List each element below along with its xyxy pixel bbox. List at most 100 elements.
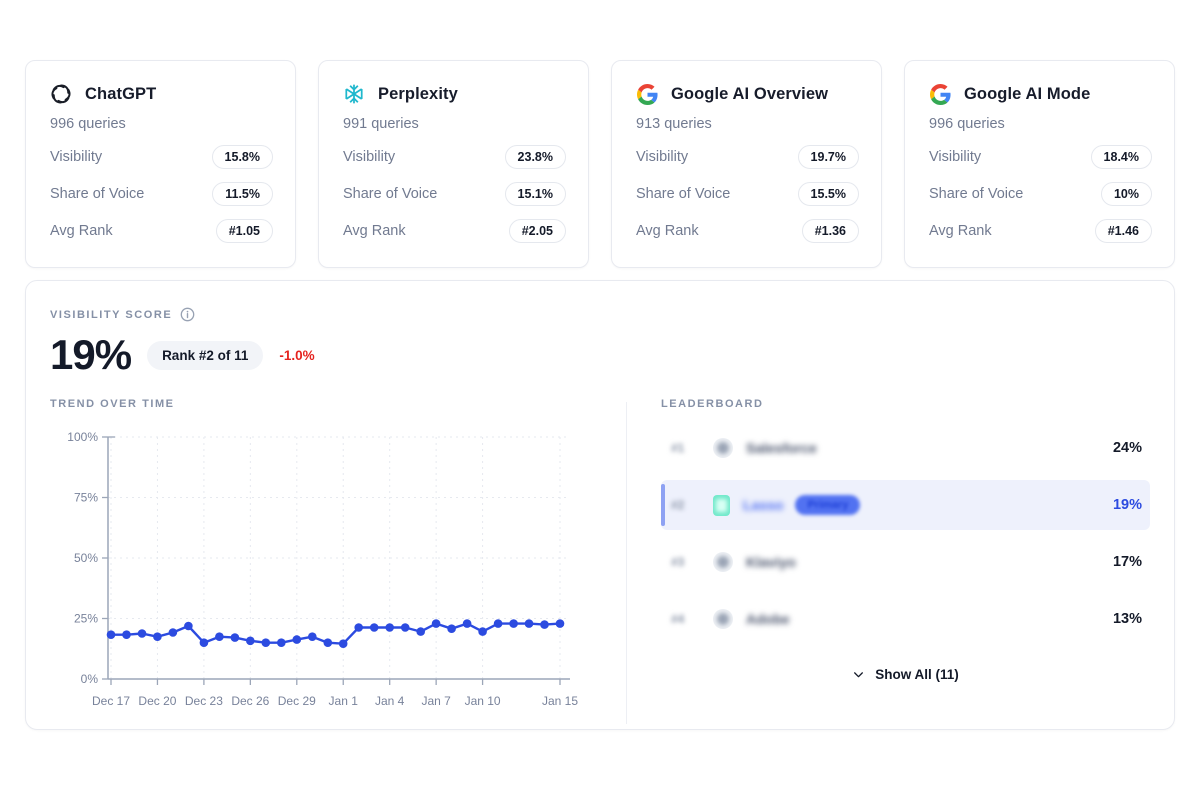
platform-card-perplexity: Perplexity 991 queries Visibility 23.8% Shar… — [318, 60, 589, 268]
score-delta-badge: -1.0% — [279, 347, 315, 363]
metric-value-pill: 19.7% — [797, 145, 859, 169]
metric-label: Visibility — [343, 149, 396, 165]
platform-card-google-ai-mode: Google AI Mode 996 queries Visibility 18.4%… — [904, 60, 1175, 268]
openai-logo-icon — [50, 83, 72, 105]
svg-text:Jan 1: Jan 1 — [329, 694, 359, 708]
metric-label: Avg Rank — [636, 223, 699, 239]
svg-text:Jan 4: Jan 4 — [375, 694, 405, 708]
metric-value-pill: #1.05 — [215, 219, 273, 243]
show-all-button[interactable]: Show All (11) — [852, 667, 959, 682]
metric-row-avg-rank: Avg Rank #2.05 — [343, 219, 566, 243]
svg-text:Jan 15: Jan 15 — [542, 694, 578, 708]
google-logo-icon — [929, 83, 951, 105]
metric-label: Visibility — [929, 149, 982, 165]
leaderboard-section: LEADERBOARD #1 Salesforce 24% #2 Lasso Primar… — [627, 398, 1150, 724]
platform-name: Google AI Mode — [964, 84, 1091, 103]
show-all-label: Show All (11) — [875, 667, 959, 682]
metric-label: Share of Voice — [343, 186, 438, 202]
metric-row-avg-rank: Avg Rank #1.05 — [50, 219, 273, 243]
metric-value-pill: 18.4% — [1090, 145, 1152, 169]
svg-text:Dec 17: Dec 17 — [92, 694, 130, 708]
metric-row-visibility: Visibility 19.7% — [636, 145, 859, 169]
metric-row-share-of-voice: Share of Voice 15.5% — [636, 182, 859, 206]
metric-row-share-of-voice: Share of Voice 15.1% — [343, 182, 566, 206]
rank-badge: Rank #2 of 11 — [147, 340, 264, 370]
leaderboard-row-2[interactable]: #2 Lasso Primary 19% — [661, 480, 1150, 530]
chevron-down-icon — [852, 668, 865, 681]
metric-value-pill: 15.1% — [504, 182, 566, 206]
svg-text:Dec 23: Dec 23 — [185, 694, 223, 708]
metric-value-pill: 11.5% — [212, 182, 273, 206]
svg-text:Dec 29: Dec 29 — [278, 694, 316, 708]
metric-value-pill: 23.8% — [504, 145, 566, 169]
metric-label: Share of Voice — [636, 186, 731, 202]
metric-label: Visibility — [636, 149, 689, 165]
visibility-score-label: VISIBILITY SCORE — [50, 308, 173, 321]
metric-label: Avg Rank — [343, 223, 406, 239]
company-name-blurred: Lasso — [743, 497, 784, 513]
company-name-blurred: Salesforce — [746, 440, 817, 456]
perplexity-logo-icon — [343, 83, 365, 105]
svg-text:50%: 50% — [74, 551, 98, 565]
platform-card-header: ChatGPT — [50, 83, 273, 105]
visibility-percent: 19% — [1112, 497, 1142, 513]
avatar-logo-blurred — [717, 442, 729, 454]
avatar-logo-blurred — [717, 613, 729, 625]
avatar-logo-blurred — [716, 498, 727, 512]
platform-card-google-ai-overview: Google AI Overview 913 queries Visibility 1… — [611, 60, 882, 268]
leaderboard-rows: #1 Salesforce 24% #2 Lasso Primary 19% #3 Klaviy… — [661, 425, 1150, 653]
metric-row-avg-rank: Avg Rank #1.46 — [929, 219, 1152, 243]
leaderboard-row-3[interactable]: #3 Klaviyo 17% — [661, 539, 1150, 585]
metric-row-visibility: Visibility 15.8% — [50, 145, 273, 169]
panel-columns: TREND OVER TIME 0% 25% 50% 75% 100% Dec 17 Dec… — [50, 398, 1150, 724]
leaderboard-row-4[interactable]: #4 Adobe 13% — [661, 596, 1150, 642]
query-count: 913 queries — [636, 116, 712, 132]
metric-value-pill: 10% — [1100, 182, 1152, 206]
leaderboard-label: LEADERBOARD — [661, 398, 764, 410]
visibility-percent: 24% — [1112, 440, 1142, 456]
svg-text:0%: 0% — [81, 672, 99, 686]
metric-label: Visibility — [50, 149, 103, 165]
company-avatar-blurred — [713, 438, 733, 458]
metric-row-visibility: Visibility 23.8% — [343, 145, 566, 169]
visibility-score-value: 19% — [50, 331, 132, 378]
visibility-score-panel: VISIBILITY SCORE 19% Rank #2 of 11 -1.0%… — [25, 280, 1175, 730]
trend-line-chart[interactable]: 0% 25% 50% 75% 100% Dec 17 Dec 20 Dec 23 Dec 26 D… — [50, 423, 620, 724]
metric-label: Share of Voice — [50, 186, 145, 202]
section-divider — [626, 402, 627, 724]
svg-text:Jan 10: Jan 10 — [465, 694, 501, 708]
company-avatar-blurred — [713, 552, 733, 572]
platform-card-header: Google AI Overview — [636, 83, 859, 105]
visibility-percent: 17% — [1112, 554, 1142, 570]
score-row: 19% Rank #2 of 11 -1.0% — [50, 334, 1150, 376]
metric-value-pill: 15.5% — [797, 182, 859, 206]
info-icon[interactable] — [180, 307, 195, 322]
metric-label: Avg Rank — [929, 223, 992, 239]
metric-label: Share of Voice — [929, 186, 1024, 202]
metric-value-pill: 15.8% — [211, 145, 273, 169]
svg-text:25%: 25% — [74, 612, 98, 626]
metric-value-pill: #1.46 — [1094, 219, 1152, 243]
metric-row-visibility: Visibility 18.4% — [929, 145, 1152, 169]
svg-text:75%: 75% — [74, 491, 98, 505]
company-name-blurred: Klaviyo — [746, 554, 796, 570]
highlight-bar — [661, 484, 665, 526]
query-count: 996 queries — [929, 116, 1005, 132]
metric-value-pill: #1.36 — [801, 219, 859, 243]
rank-label-blurred: #1 — [671, 441, 685, 455]
rank-label-blurred: #3 — [671, 555, 685, 569]
company-avatar-blurred — [713, 609, 733, 629]
metric-row-share-of-voice: Share of Voice 11.5% — [50, 182, 273, 206]
svg-text:Jan 7: Jan 7 — [421, 694, 451, 708]
leaderboard-row-1[interactable]: #1 Salesforce 24% — [661, 425, 1150, 471]
company-name-blurred: Adobe — [746, 611, 790, 627]
avatar-logo-blurred — [717, 556, 729, 568]
platform-name: Google AI Overview — [671, 84, 829, 103]
metric-row-avg-rank: Avg Rank #1.36 — [636, 219, 859, 243]
svg-text:Dec 26: Dec 26 — [231, 694, 269, 708]
primary-badge-blurred: Primary — [795, 495, 861, 515]
platform-card-chatgpt: ChatGPT 996 queries Visibility 15.8% Share o… — [25, 60, 296, 268]
metric-label: Avg Rank — [50, 223, 113, 239]
trend-chart-canvas[interactable]: 0% 25% 50% 75% 100% Dec 17 Dec 20 Dec 23 Dec 26 D… — [50, 423, 620, 719]
